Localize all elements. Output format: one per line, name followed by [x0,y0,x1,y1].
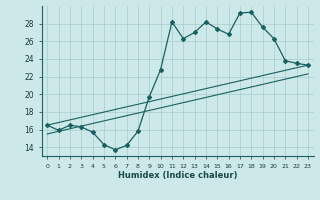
X-axis label: Humidex (Indice chaleur): Humidex (Indice chaleur) [118,171,237,180]
